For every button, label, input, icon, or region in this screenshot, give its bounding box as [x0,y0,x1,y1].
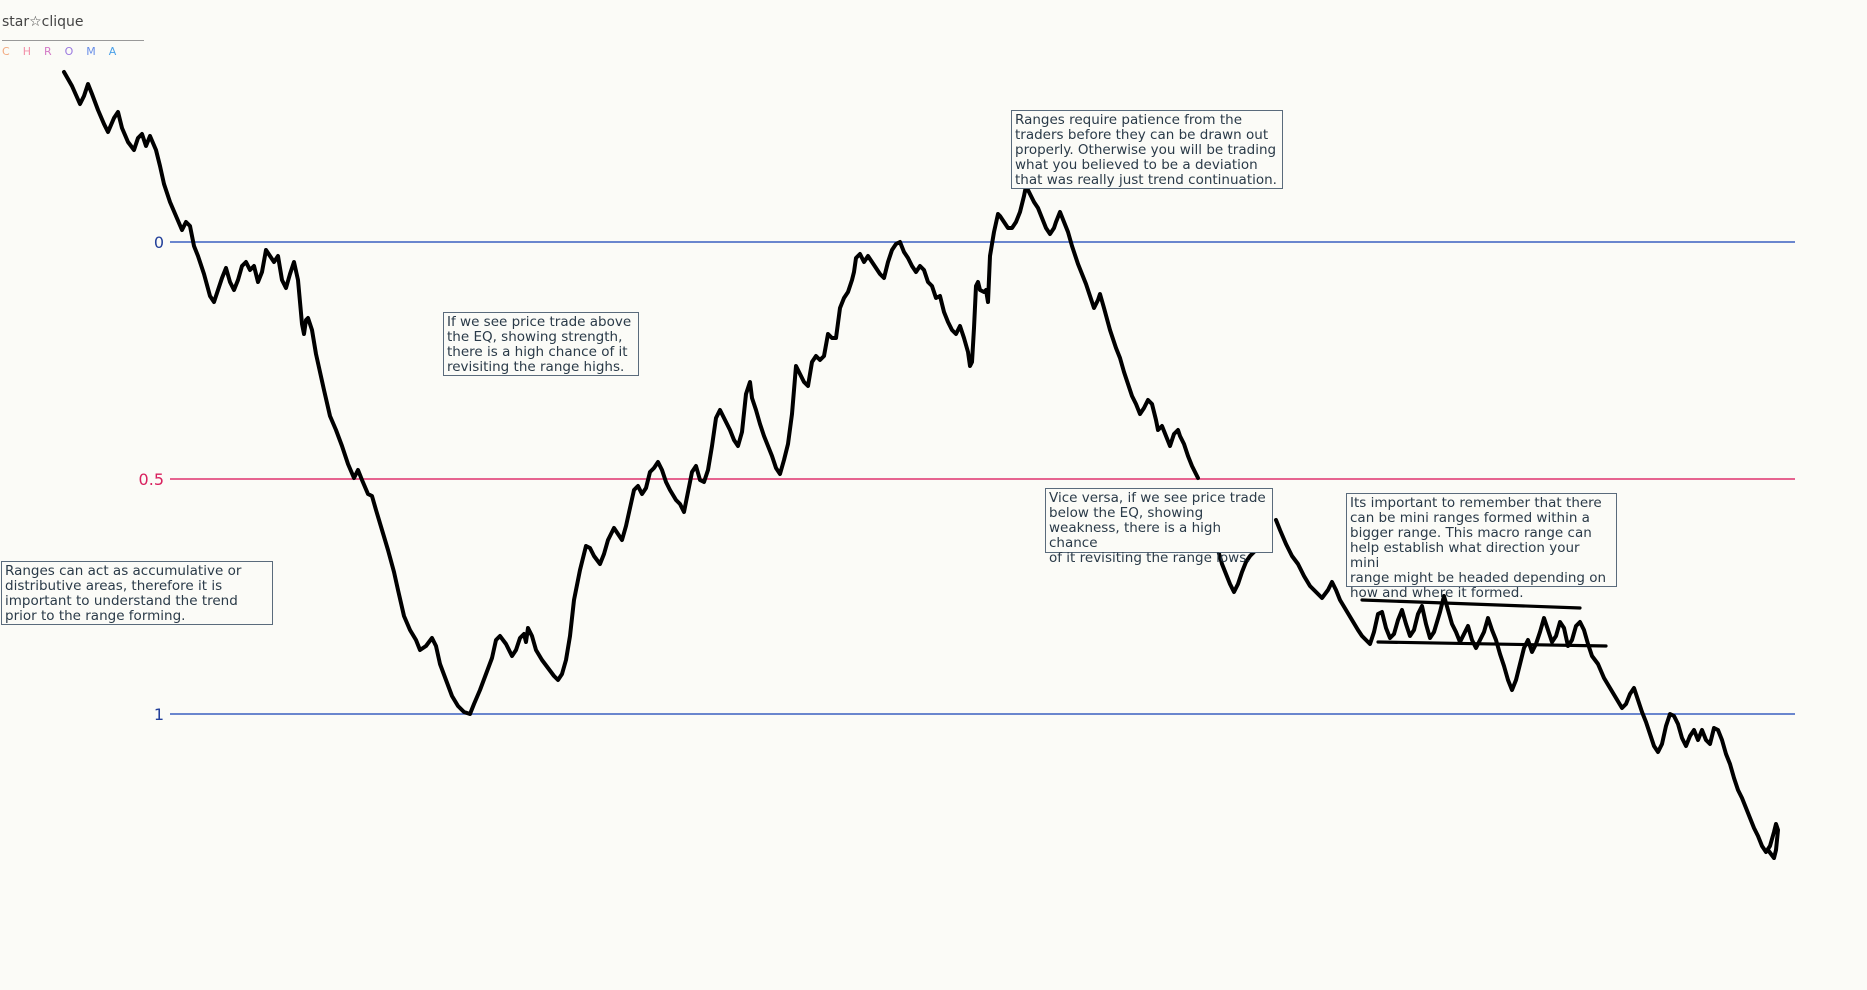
logo-chroma-letter: R [43,45,65,58]
level-label-0: 0 [154,233,164,252]
mini-range-bottom [1376,640,1608,648]
note-below-eq: Vice versa, if we see price trade below … [1045,488,1273,566]
logo-brand: star☆clique [2,14,84,30]
logo-divider [2,40,144,41]
level-label-1: 1 [154,705,164,724]
logo-chroma-letter: H [22,45,44,58]
logo-chroma-letter: O [64,45,87,58]
note-accumulative: Ranges can act as accumulative or distri… [1,561,273,625]
mini-range-top [1360,598,1582,610]
price-line-lower [1216,548,1256,594]
price-line [62,70,1200,716]
logo-chroma-letter: C [2,45,23,58]
logo-chroma-letter: A [108,45,130,58]
logo-chroma-letter: M [86,45,109,58]
price-line-continuation [1274,518,1780,860]
note-above-eq: If we see price trade above the EQ, show… [443,312,639,376]
note-mini-ranges: Its important to remember that there can… [1346,493,1617,601]
level-label-half: 0.5 [139,470,164,489]
note-patience: Ranges require patience from the traders… [1011,110,1283,189]
